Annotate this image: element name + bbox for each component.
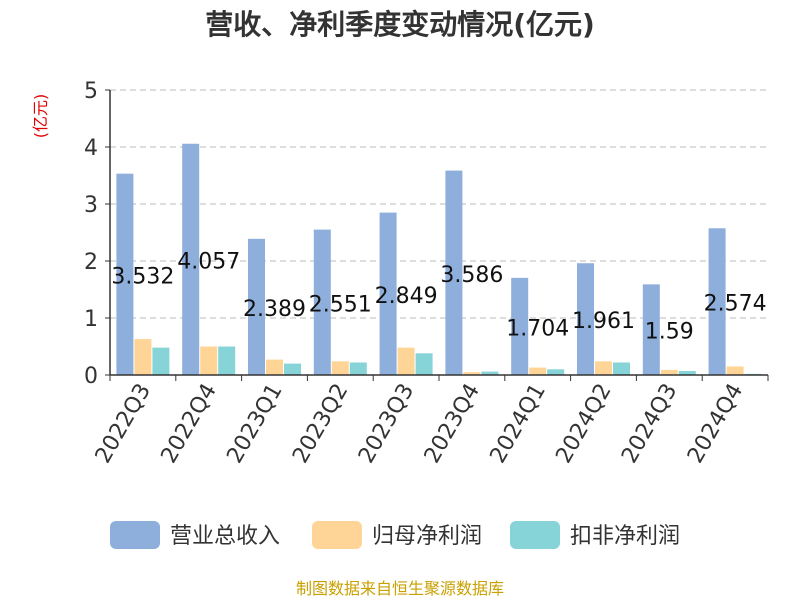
- bar-net-profit: [200, 346, 218, 375]
- bar-revenue: [313, 229, 331, 375]
- data-label: 2.551: [309, 292, 372, 317]
- data-label: 2.574: [704, 292, 767, 317]
- bar-revenue: [577, 263, 594, 375]
- bar-revenue: [379, 212, 397, 375]
- bar-deducted-net-profit: [613, 362, 630, 375]
- x-axis: 2022Q3 2022Q4 2023Q1 2023Q2 2023Q3 2023Q4 2024…: [91, 374, 769, 468]
- data-label: 3.586: [440, 263, 503, 288]
- bar-net-profit: [660, 369, 678, 375]
- bar-revenue: [642, 284, 660, 375]
- x-tick-label: 2023Q4: [420, 380, 485, 468]
- x-tick-label: 2022Q4: [157, 380, 222, 468]
- bar-deducted-net-profit: [678, 371, 696, 375]
- bar-deducted-net-profit: [152, 347, 170, 375]
- data-label: 2.389: [243, 297, 306, 322]
- bar-revenue: [182, 143, 200, 375]
- x-tick-label: 2024Q3: [617, 380, 682, 468]
- bar-deducted-net-profit: [349, 362, 367, 375]
- x-tick-label: 2024Q2: [551, 380, 616, 468]
- bar-deducted-net-profit: [481, 371, 499, 375]
- data-label: 1.961: [572, 309, 635, 334]
- x-tick-label: 2024Q4: [683, 380, 748, 468]
- y-tick-label: 5: [84, 79, 98, 104]
- bar-net-profit: [463, 372, 481, 375]
- bar-net-profit: [397, 347, 415, 375]
- data-label: 1.59: [645, 320, 694, 345]
- legend-item[interactable]: 归母净利润: [312, 521, 482, 549]
- y-tick-label: 2: [84, 250, 98, 275]
- gridlines: [110, 89, 768, 319]
- x-tick-label: 2023Q2: [288, 380, 353, 468]
- data-label: 1.704: [506, 316, 569, 341]
- bar-net-profit: [529, 367, 547, 375]
- bar-net-profit: [331, 361, 349, 375]
- data-label: 2.849: [375, 284, 438, 309]
- bar-revenue: [445, 170, 463, 375]
- legend-label: 扣非净利润: [570, 524, 680, 549]
- x-tick-label: 2023Q3: [354, 380, 419, 468]
- y-tick-label: 1: [84, 307, 98, 332]
- bar-net-profit: [726, 366, 744, 375]
- legend-label: 营业总收入: [170, 524, 280, 549]
- legend-swatch: [110, 521, 160, 549]
- y-tick-label: 3: [84, 193, 98, 218]
- bar-revenue: [511, 277, 529, 375]
- bar-deducted-net-profit: [415, 353, 433, 375]
- y-tick-label: 4: [84, 136, 98, 161]
- x-tick-label: 2022Q3: [91, 380, 156, 468]
- bar-revenue: [248, 238, 265, 375]
- bar-net-profit: [595, 361, 612, 375]
- source-note: 制图数据来自恒生聚源数据库: [296, 579, 504, 598]
- bar-net-profit: [134, 339, 152, 375]
- bar-deducted-net-profit: [547, 369, 565, 375]
- bar-revenue: [116, 173, 134, 375]
- legend-swatch: [510, 521, 560, 549]
- legend-item[interactable]: 扣非净利润: [510, 521, 680, 549]
- y-axis: 0 1 2 3 4 5: [84, 79, 111, 389]
- legend-label: 归母净利润: [372, 524, 482, 549]
- legend[interactable]: 营业总收入 归母净利润 扣非净利润: [110, 521, 680, 549]
- x-tick-label: 2023Q1: [222, 380, 287, 468]
- y-unit-label: (亿元): [31, 94, 50, 139]
- bar-net-profit: [266, 359, 283, 375]
- bar-deducted-net-profit: [218, 346, 236, 375]
- chart-title: 营收、净利季度变动情况(亿元): [205, 8, 595, 41]
- legend-swatch: [312, 521, 362, 549]
- bar-revenue: [708, 228, 726, 375]
- data-label: 4.057: [177, 249, 240, 274]
- bar-deducted-net-profit: [284, 363, 301, 375]
- legend-item[interactable]: 营业总收入: [110, 521, 280, 549]
- x-tick-label: 2024Q1: [486, 380, 551, 468]
- data-label: 3.532: [111, 264, 174, 289]
- y-tick-label: 0: [84, 364, 98, 389]
- bars-group: [116, 143, 762, 375]
